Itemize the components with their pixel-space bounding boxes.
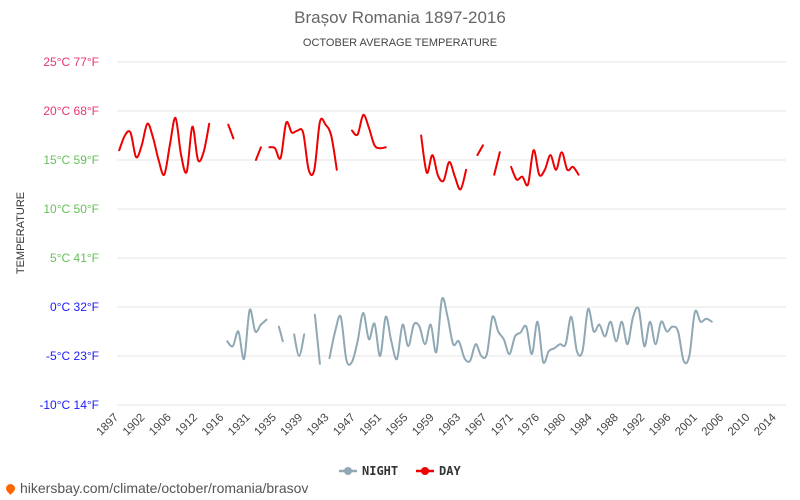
chart-title: Brașov Romania 1897-2016 <box>294 8 506 27</box>
x-tick-label: 1906 <box>147 412 174 439</box>
x-tick-label: 1996 <box>647 412 674 439</box>
x-tick-label: 2006 <box>700 412 727 439</box>
series-day-segment <box>254 146 262 161</box>
x-axis-ticks: 1897 1902 1906 1912 1916 1931 1935 1939 1943 1947… <box>95 411 780 438</box>
x-tick-label: 1984 <box>568 411 595 438</box>
watermark[interactable]: hikersbay.com/climate/october/romania/br… <box>4 480 309 496</box>
y-tick-label: -10°C 14°F <box>39 398 99 412</box>
x-tick-label: 1902 <box>121 412 148 439</box>
series-day-segment <box>510 149 580 187</box>
series-night-segment <box>277 325 284 343</box>
legend-day-swatch-dot <box>421 467 429 475</box>
series-day-segment <box>493 151 501 176</box>
x-tick-label: 1976 <box>515 412 542 439</box>
legend-night-label: NIGHT <box>362 464 398 478</box>
x-tick-label: 1988 <box>594 412 621 439</box>
y-tick-label: 10°C 50°F <box>43 202 99 216</box>
y-tick-label: 25°C 77°F <box>43 55 99 69</box>
y-axis-label: TEMPERATURE <box>15 192 27 274</box>
series-day-segment <box>227 123 235 140</box>
series-day <box>118 113 580 191</box>
x-tick-label: 1992 <box>621 412 648 439</box>
location-pin-icon <box>4 481 17 495</box>
series-day-segment <box>420 134 468 191</box>
y-tick-label: 20°C 68°F <box>43 104 99 118</box>
x-tick-label: 1955 <box>384 412 411 439</box>
x-tick-label: 1971 <box>489 412 516 439</box>
chart-subtitle: OCTOBER AVERAGE TEMPERATURE <box>303 37 497 49</box>
series-night-segment <box>293 333 306 357</box>
series-night-segment <box>328 296 713 366</box>
x-tick-label: 2010 <box>726 412 753 439</box>
x-tick-label: 1939 <box>279 412 306 439</box>
x-tick-label: 1947 <box>331 412 358 439</box>
series-night <box>226 296 713 366</box>
watermark-text: hikersbay.com/climate/october/romania/br… <box>20 480 309 496</box>
x-tick-label: 1959 <box>410 412 437 439</box>
x-tick-label: 1943 <box>305 412 332 439</box>
x-tick-label: 1912 <box>173 412 200 439</box>
x-tick-label: 1935 <box>252 412 279 439</box>
x-tick-label: 1963 <box>437 412 464 439</box>
x-tick-label: 1916 <box>200 412 227 439</box>
x-tick-label: 1980 <box>542 412 569 439</box>
series-lines <box>118 113 713 366</box>
x-tick-label: 1967 <box>463 412 490 439</box>
y-axis-ticks: -10°C 14°F -5°C 23°F 0°C 32°F 5°C 41°F 10°C … <box>39 55 99 412</box>
series-night-segment <box>226 308 268 360</box>
legend-day-label: DAY <box>439 464 461 478</box>
series-day-segment <box>268 117 338 177</box>
x-tick-label: 1897 <box>95 412 122 439</box>
x-tick-label: 1931 <box>226 412 253 439</box>
grid-lines <box>117 61 786 406</box>
y-tick-label: 5°C 41°F <box>50 251 99 265</box>
x-tick-label: 2001 <box>673 412 700 439</box>
legend-night-swatch-dot <box>344 467 352 475</box>
x-tick-label: 2014 <box>752 411 779 438</box>
series-day-segment <box>351 113 387 150</box>
legend: NIGHT DAY <box>339 464 461 478</box>
x-tick-label: 1951 <box>358 412 385 439</box>
y-tick-label: 0°C 32°F <box>50 300 99 314</box>
y-tick-label: -5°C 23°F <box>46 349 99 363</box>
legend-night[interactable]: NIGHT <box>339 464 398 478</box>
series-night-segment <box>313 313 321 365</box>
legend-day[interactable]: DAY <box>416 464 461 478</box>
series-day-segment <box>118 116 211 177</box>
series-day-segment <box>476 144 484 157</box>
y-tick-label: 15°C 59°F <box>43 153 99 167</box>
